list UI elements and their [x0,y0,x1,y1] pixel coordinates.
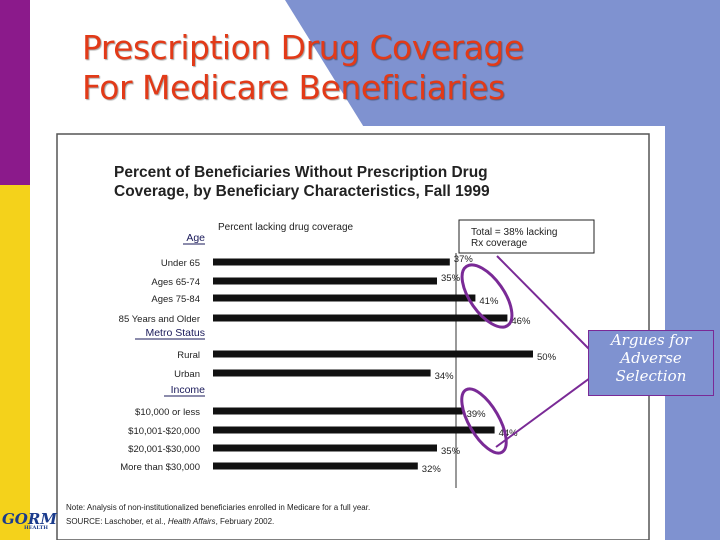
category-label: $10,001-$20,000 [128,426,200,437]
slide-title-line1: Prescription Drug Coverage [82,28,524,67]
group-header: Metro Status [145,327,205,339]
group-header: Age [186,232,205,244]
gorm-logo: GORM HEALTH [2,510,57,538]
chart-source-prefix: SOURCE: Laschober, et al., [66,517,168,526]
bar-value-label: 39% [467,409,487,420]
category-label: Under 65 [161,258,200,269]
category-label: $20,001-$30,000 [128,444,200,455]
slide-title-line2: For Medicare Beneficiaries [82,68,505,107]
bar-value-label: 44% [499,428,519,439]
bar [213,258,450,266]
bar [213,462,418,470]
callout-connector-lower [495,377,591,448]
chart-source-journal: Health Affairs [168,517,216,526]
category-label: Ages 75-84 [151,294,200,305]
bars-group: Age Under 65 37% Ages 65-74 35% Ages 75-84 41%… [119,232,557,475]
bar-value-label: 46% [511,316,531,327]
bar [213,369,431,377]
highlight-ellipse-income [460,387,508,455]
bar [213,444,437,452]
bar-value-label: 35% [441,273,461,284]
bar [213,294,476,302]
callout-line2: Adverse [620,349,682,367]
category-label: More than $30,000 [120,462,200,473]
bar-value-label: 50% [537,352,557,363]
chart-source-suffix: , February 2002. [216,517,275,526]
total-box [458,219,595,254]
callout-line3: Selection [615,367,687,385]
group-header: Income [171,384,206,396]
highlight-ellipse-age [460,263,514,329]
category-label: Urban [174,369,200,380]
total-box-line1: Total = 38% lacking [471,227,557,238]
bar [213,407,463,415]
bar-value-label: 35% [441,446,461,457]
category-label: Rural [177,350,200,361]
bar-value-label: 34% [435,371,455,382]
bar-value-label: 32% [422,464,442,475]
callout-connector-upper [496,255,591,351]
logo-subtext: HEALTH [24,525,48,531]
chart-note: Note: Analysis of non-institutionalized … [66,503,370,512]
left-accent-bar-yellow [0,185,30,540]
axis-label: Percent lacking drug coverage [218,222,354,233]
category-label: Ages 65-74 [151,277,200,288]
bar [213,277,437,285]
left-accent-bar-purple [0,0,30,185]
bar-value-label: 37% [454,254,474,265]
slide-title: Prescription Drug Coverage For Medicare … [82,28,524,108]
chart-title-line2: Coverage, by Beneficiary Characteristics… [114,183,490,200]
bar [213,350,533,358]
category-label: $10,000 or less [135,407,200,418]
bar-value-label: 41% [479,296,499,307]
adverse-selection-callout: Argues for Adverse Selection [588,330,714,396]
bar [213,314,508,322]
bar [213,426,495,434]
total-box-line2: Rx coverage [471,238,528,249]
chart-source: SOURCE: Laschober, et al., Health Affair… [66,517,274,526]
logo-text: GORM [2,510,57,528]
category-label: 85 Years and Older [119,314,200,325]
chart-frame [56,133,650,540]
chart-title-line1: Percent of Beneficiaries Without Prescri… [114,164,488,181]
callout-line1: Argues for [610,331,692,349]
